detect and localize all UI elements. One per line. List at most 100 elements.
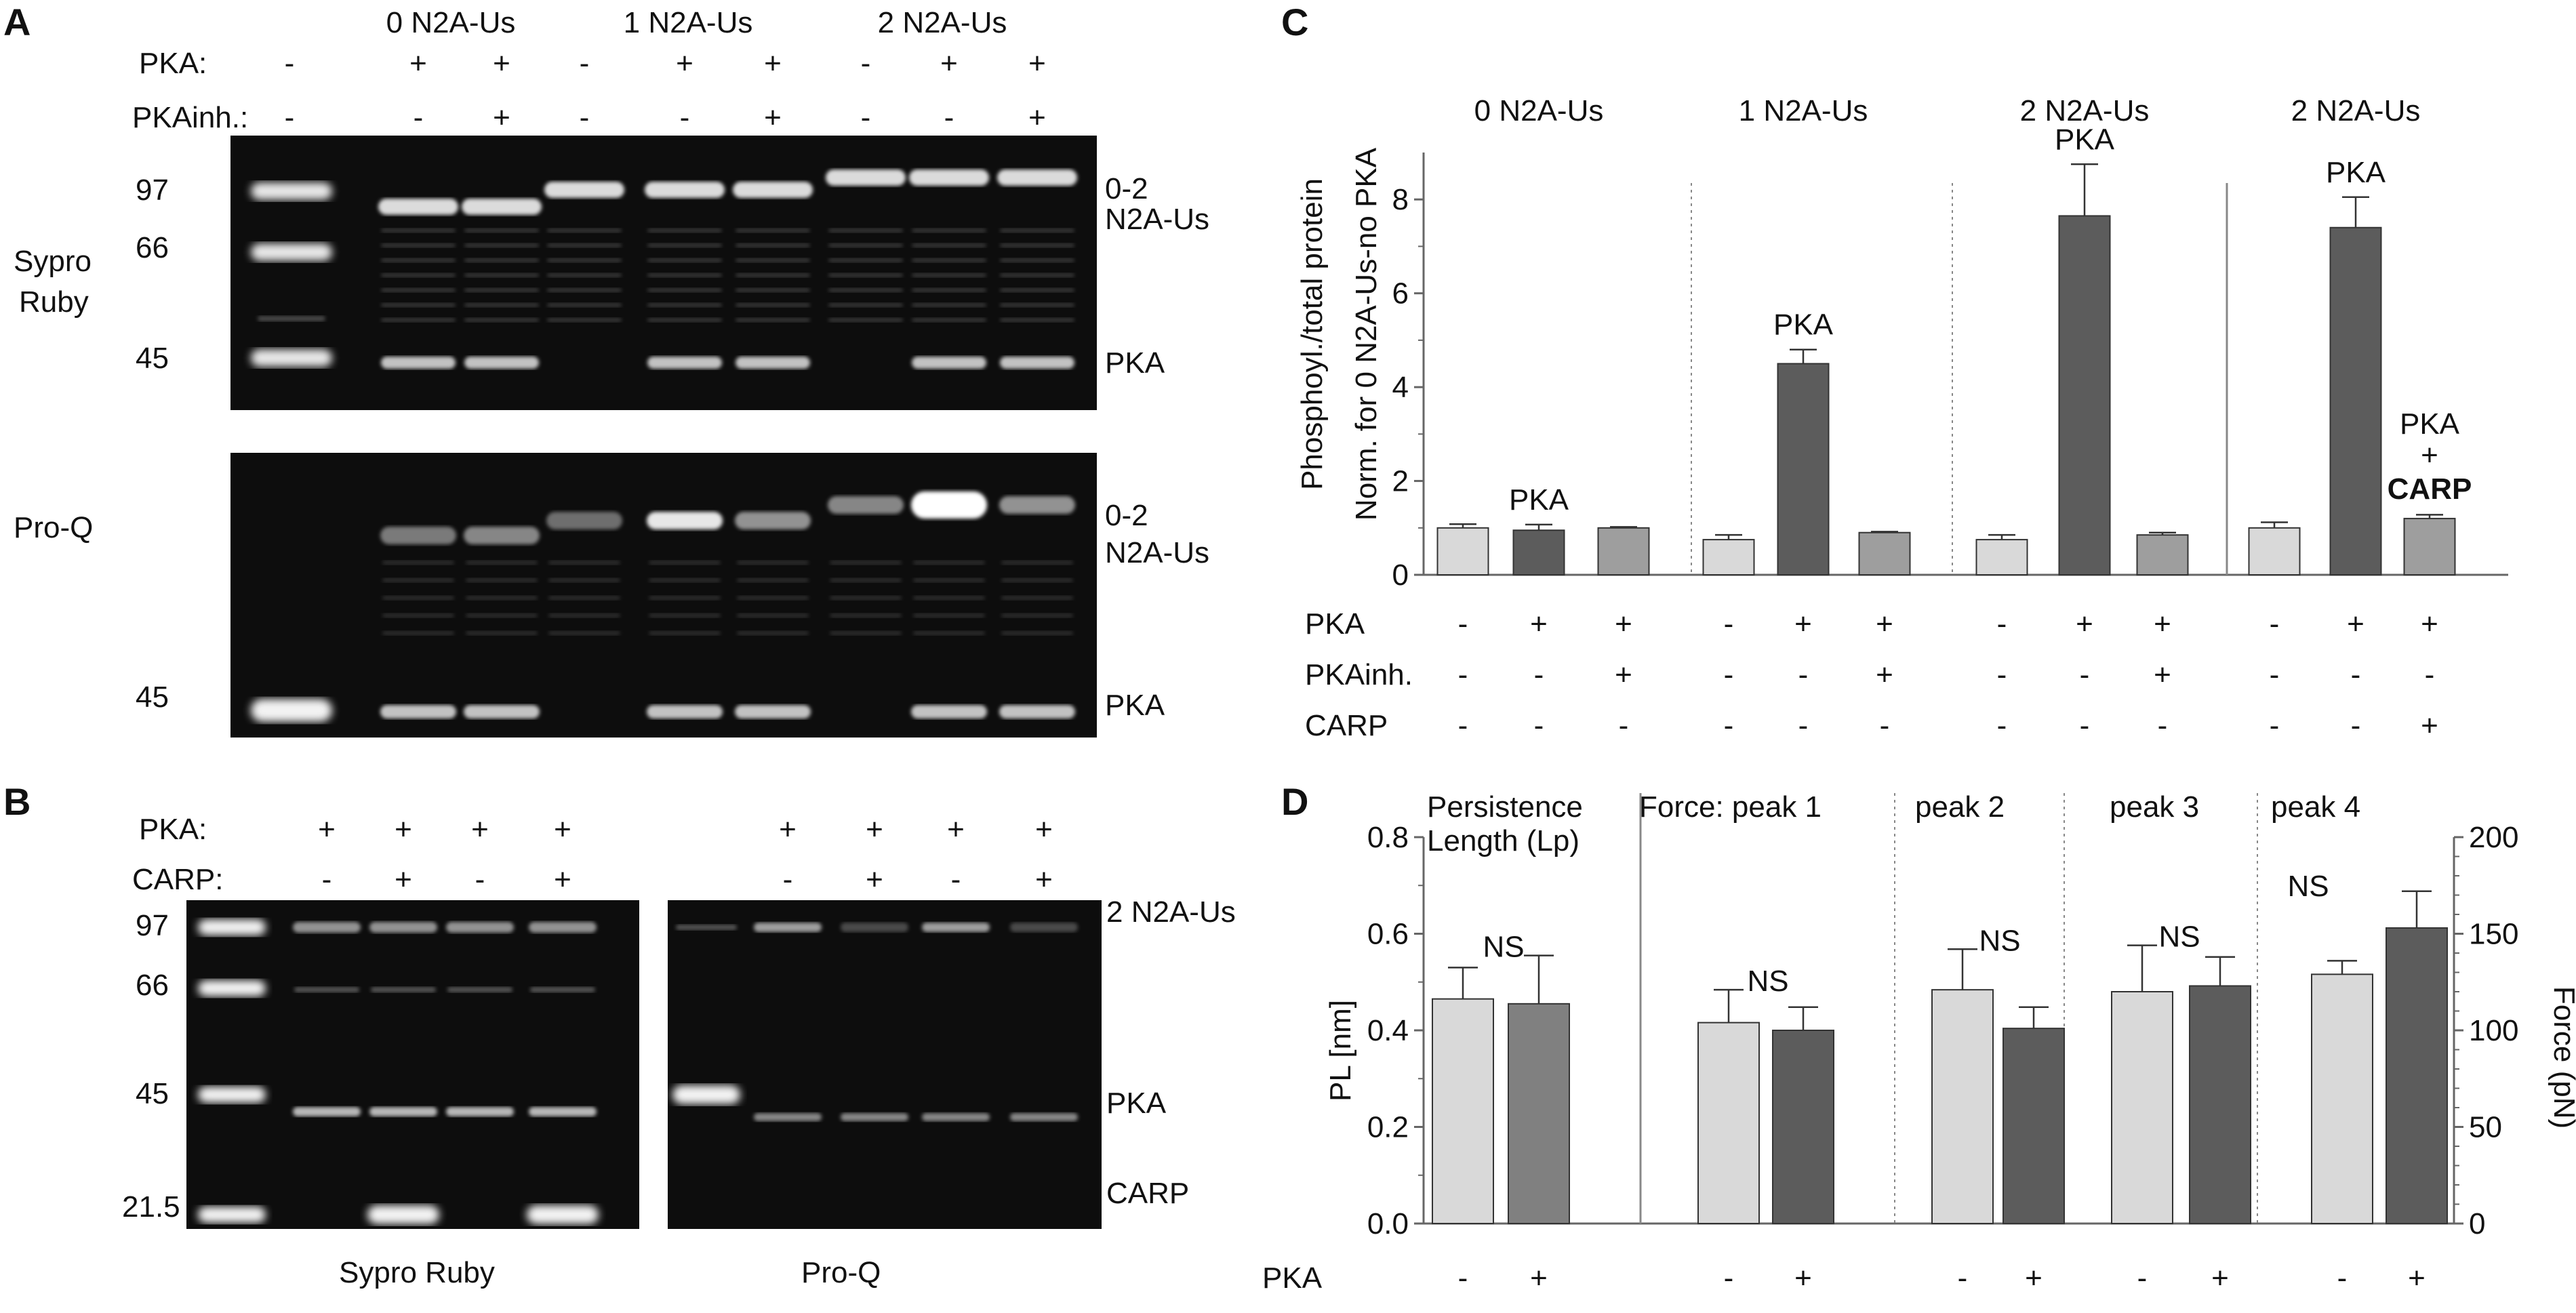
panel-c-ytick-label: 8 [1392,183,1409,216]
pka-band [369,1107,437,1116]
panel-d-pka-sign: - [2137,1261,2148,1295]
panel-b-caption-sypro: Sypro Ruby [339,1256,495,1289]
faint-band [912,303,986,307]
faint-band [548,596,620,600]
faint-band [382,561,454,565]
faint-band [381,243,456,247]
panel-b-pka-sign: + [318,813,336,846]
panel-a-group-label: 0 N2A-Us [386,6,516,39]
panel-c-bar [2136,534,2189,576]
panel-c-bar [1975,539,2028,575]
panel-c-pka-sign: + [2076,607,2093,641]
faint-band [828,318,903,322]
faint-band [737,613,809,618]
panel-a-pka-row-label: PKA: [139,47,207,80]
panel-d-ns-label: NS [2158,921,2200,954]
panel-d-bar [1432,998,1494,1224]
ladder-band [251,243,332,261]
panel-d-ns-labels: NS NS NS NS NS [1483,870,2329,998]
panel-c-bar-annotation: PKA [2326,156,2386,189]
ladder-band [198,980,266,996]
faint-band [1001,613,1073,618]
panel-a-pka-sign: - [861,47,871,80]
panel-c-pkainh-sign: - [1724,658,1734,691]
panel-a-pkainh-signs: - - + - - + - - + [285,101,1046,134]
panel-b-right-label-pka: PKA [1106,1087,1167,1120]
panel-d-pka-sign: - [1724,1261,1734,1295]
faint-band [912,258,986,262]
panel-d-pka-sign: + [1530,1261,1548,1295]
faint-band [736,303,810,307]
panel-d-bar [1697,1022,1760,1224]
faint-band [547,318,622,322]
panel-d-section-peak1: Force: peak 1 [1639,790,1822,824]
ladder-faint-band [258,316,325,321]
faint-band [381,273,456,277]
panel-a-bottom-right-label-2: N2A-Us [1105,536,1209,569]
faint-band [447,987,512,992]
faint-band [828,258,903,262]
titin-band [645,182,725,198]
panel-b-pka-sign: + [554,813,571,846]
panel-b-marker-45: 45 [136,1077,169,1110]
faint-band [828,243,903,247]
panel-a: A 0 N2A-Us 1 N2A-Us 2 N2A-Us PKA: PKAinh.:… [3,1,1209,738]
faint-band [737,578,809,582]
faint-band [830,631,902,635]
panel-d-right-tick-label: 100 [2469,1014,2518,1047]
panel-b-pka-sign: + [471,813,489,846]
panel-d-section-peak4: peak 4 [2271,790,2360,824]
faint-band [649,578,721,582]
panel-d-pka-sign: - [1458,1261,1468,1295]
faint-band [464,228,539,233]
faint-band [464,273,539,277]
faint-band [913,578,985,582]
faint-band [912,243,986,247]
faint-band [828,273,903,277]
faint-band [912,288,986,292]
faint-band [736,273,810,277]
panel-c-letter: C [1281,1,1308,43]
faint-band [647,228,722,233]
panel-d-signs: - + - + - + - + - + [1458,1261,2426,1295]
panel-c-pka-sign: - [1997,607,2007,641]
faint-band [913,631,985,635]
faint-band [381,303,456,307]
panel-c-pkainh-sign: - [1534,658,1544,691]
panel-c-pka-sign: - [1458,607,1468,641]
faint-band [1000,303,1074,307]
faint-band [649,613,721,618]
pka-band [912,357,986,369]
faint-band [547,288,622,292]
titin-band [826,169,906,186]
panel-d-ns-label: NS [1747,965,1788,998]
panel-c-bar [1597,527,1650,575]
faint-band [1000,243,1074,247]
panel-d-bar [2189,985,2251,1224]
panel-c-carp-annot-pka: PKA [2400,407,2460,441]
faint-band [382,596,454,600]
panel-c-carp-sign: - [2158,709,2168,742]
panel-b-proq-gel [668,900,1102,1229]
faint-band [466,613,538,618]
panel-a-pkainh-sign: - [680,101,690,134]
faint-band [647,318,722,322]
panel-d-ns-label: NS [1979,924,2020,957]
panel-a-stain-ruby: Ruby [19,285,89,319]
panel-c: C Phosphoyl./total protein Norm. for 0 N… [1281,1,2508,742]
panel-a-bottom-marker-45: 45 [136,681,169,714]
panel-d-left-tick-label: 0.6 [1367,918,1409,951]
panel-c-pkainh-sign: - [2270,658,2280,691]
ladder-band [251,182,332,200]
ladder-band [251,349,332,367]
carp-band [367,1205,439,1224]
panel-b-marker-97: 97 [136,909,169,942]
panel-a-pkainh-sign: - [861,101,871,134]
panel-a-pkainh-sign: + [764,101,782,134]
panel-c-bar [2329,226,2382,575]
panel-c-carp-sign: - [1458,709,1468,742]
panel-b-pka-sign: + [947,813,965,846]
faint-band [466,578,538,582]
faint-band [736,288,810,292]
faint-band [1001,561,1073,565]
